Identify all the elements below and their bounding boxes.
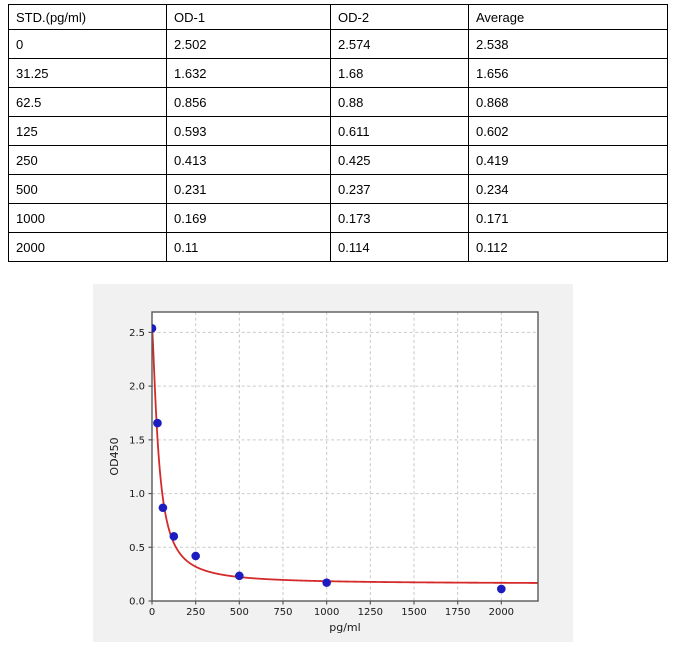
y-tick-label: 2.0 xyxy=(129,382,145,393)
x-tick-label: 250 xyxy=(186,607,205,618)
table-cell: 2000 xyxy=(8,232,167,262)
y-tick-label: 1.5 xyxy=(129,435,145,446)
data-point xyxy=(235,571,244,581)
plot-border xyxy=(151,311,539,602)
y-tick-label: 2.5 xyxy=(129,328,145,339)
table-row: 500 0.231 0.237 0.234 xyxy=(8,174,668,204)
header-cell: Average xyxy=(468,4,668,30)
y-tick-label: 0.5 xyxy=(129,543,145,554)
table-body: 0 2.502 2.574 2.538 31.25 1.632 1.68 1.656 62.5 0… xyxy=(8,29,668,262)
x-tick-label: 1000 xyxy=(314,607,339,618)
table-cell: 0.169 xyxy=(166,203,331,233)
table-cell: 0.868 xyxy=(468,87,668,117)
table-cell: 1.68 xyxy=(330,58,469,88)
table-cell: 250 xyxy=(8,145,167,175)
table-cell: 1000 xyxy=(8,203,167,233)
table-cell: 0.611 xyxy=(330,116,469,146)
table-cell: 0.413 xyxy=(166,145,331,175)
table-cell: 0.114 xyxy=(330,232,469,262)
table-row: 0 2.502 2.574 2.538 xyxy=(8,29,668,59)
table-row: 1000 0.169 0.173 0.171 xyxy=(8,203,668,233)
data-point xyxy=(191,551,200,561)
table-cell: 0.112 xyxy=(468,232,668,262)
plot-background xyxy=(152,312,538,601)
header-cell: OD-1 xyxy=(166,4,331,30)
table-row: 2000 0.11 0.114 0.112 xyxy=(8,232,668,262)
data-points xyxy=(152,324,506,594)
table-cell: 62.5 xyxy=(8,87,167,117)
data-point xyxy=(322,578,331,587)
table-cell: 0.173 xyxy=(330,203,469,233)
data-point xyxy=(153,418,162,428)
table-cell: 2.538 xyxy=(468,29,668,59)
table-cell: 0.237 xyxy=(330,174,469,204)
y-axis-label: OD450 xyxy=(108,437,121,475)
y-tick-label: 1.0 xyxy=(129,489,145,500)
table-cell: 0.234 xyxy=(468,174,668,204)
x-tick-label: 2000 xyxy=(489,607,514,618)
table-cell: 1.632 xyxy=(166,58,331,88)
x-tick-label: 1750 xyxy=(445,607,470,618)
table-cell: 2.574 xyxy=(330,29,469,59)
table-cell: 500 xyxy=(8,174,167,204)
table-cell: 0.171 xyxy=(468,203,668,233)
standard-curve-chart: 0 250 500 750 1000 1250 1500 1750 2000 0.0 0.5 1.0 1… xyxy=(108,311,539,634)
x-tick-label: 1250 xyxy=(358,607,383,618)
table-row: 125 0.593 0.611 0.602 xyxy=(8,116,668,146)
table-cell: 0.602 xyxy=(468,116,668,146)
table-cell: 0.425 xyxy=(330,145,469,175)
x-axis-label: pg/ml xyxy=(329,621,360,634)
x-tick-label: 750 xyxy=(273,607,292,618)
table-cell: 125 xyxy=(8,116,167,146)
table-cell: 0.856 xyxy=(166,87,331,117)
standards-table: STD.(pg/ml) OD-1 OD-2 Average 0 2.502 2.574 2.… xyxy=(8,4,668,262)
x-tick-label: 0 xyxy=(149,607,155,618)
table-cell: 0.419 xyxy=(468,145,668,175)
data-point xyxy=(158,503,168,513)
table-header-row: STD.(pg/ml) OD-1 OD-2 Average xyxy=(8,4,668,30)
y-tick-label: 0.0 xyxy=(129,597,145,608)
table-cell: 0.593 xyxy=(166,116,331,146)
table-row: 31.25 1.632 1.68 1.656 xyxy=(8,58,668,88)
header-cell: OD-2 xyxy=(330,4,469,30)
x-tick-label: 1500 xyxy=(401,607,426,618)
x-tick-label: 500 xyxy=(230,607,249,618)
table-cell: 2.502 xyxy=(166,29,331,59)
table-cell: 0.11 xyxy=(166,232,331,262)
header-cell: STD.(pg/ml) xyxy=(8,4,167,30)
table-row: 250 0.413 0.425 0.419 xyxy=(8,145,668,175)
data-point xyxy=(497,584,506,594)
table-cell: 0 xyxy=(8,29,167,59)
standard-curve-figure: 0 250 500 750 1000 1250 1500 1750 2000 0.0 0.5 1.0 1… xyxy=(93,284,573,642)
data-point xyxy=(169,532,179,541)
table-cell: 0.231 xyxy=(166,174,331,204)
table-cell: 0.88 xyxy=(330,87,469,117)
data-point xyxy=(152,324,157,333)
table-cell: 31.25 xyxy=(8,58,167,88)
table-cell: 1.656 xyxy=(468,58,668,88)
fit-curve xyxy=(152,326,538,584)
table-row: 62.5 0.856 0.88 0.868 xyxy=(8,87,668,117)
